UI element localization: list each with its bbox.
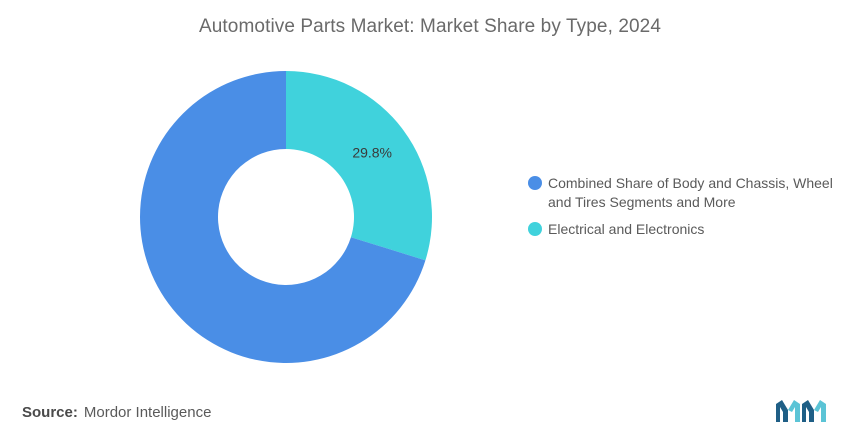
- mordor-intelligence-logo-icon: [776, 400, 826, 422]
- chart-title: Automotive Parts Market: Market Share by…: [198, 16, 662, 37]
- donut-slice-electrical: [286, 71, 432, 261]
- source-label: Source:: [22, 404, 78, 421]
- data-label-electrical: 29.8%: [352, 144, 392, 160]
- legend-label-body-chassis: Combined Share of Body and Chassis, Whee…: [548, 175, 833, 210]
- chart-legend: Combined Share of Body and Chassis, Whee…: [528, 174, 848, 247]
- donut-slice-body-chassis: [139, 71, 426, 363]
- legend-item-body-chassis: Combined Share of Body and Chassis, Whee…: [528, 174, 848, 212]
- donut-slices: [139, 71, 432, 363]
- source-text: Mordor Intelligence: [83, 404, 212, 421]
- donut-data-labels: 29.8%: [352, 144, 392, 160]
- legend-swatch-body-chassis: [528, 176, 542, 190]
- source-note: Source: Mordor Intelligence: [22, 404, 211, 421]
- legend-item-electrical: Electrical and Electronics: [528, 220, 848, 239]
- legend-label-electrical: Electrical and Electronics: [548, 221, 705, 237]
- legend-swatch-electrical: [528, 222, 542, 236]
